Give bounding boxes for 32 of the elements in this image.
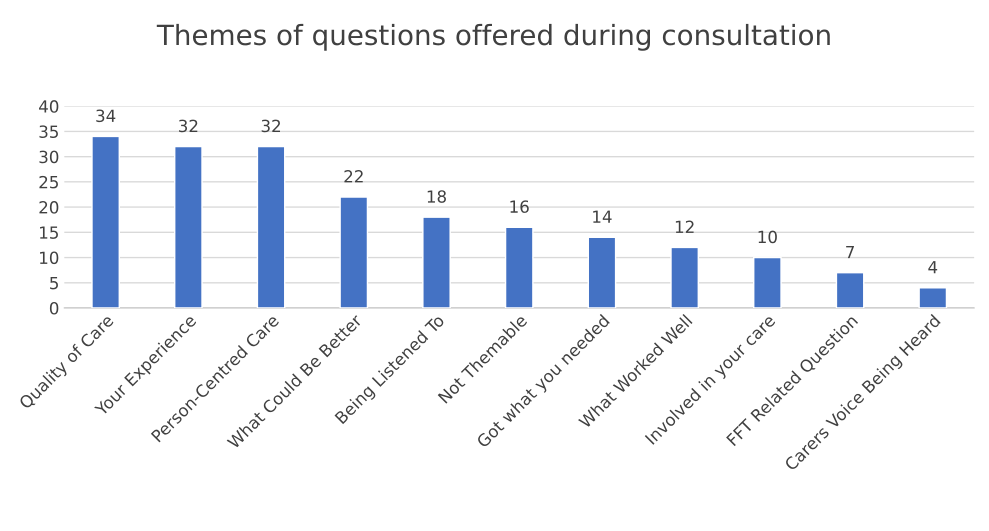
bar xyxy=(588,236,616,308)
data-label: 12 xyxy=(676,220,694,233)
data-label: 32 xyxy=(262,120,280,132)
bar xyxy=(91,136,120,308)
y-tick-label: 5 xyxy=(50,276,58,290)
data-label: 7 xyxy=(846,246,854,258)
y-tick-label: 0 xyxy=(50,302,58,315)
bar xyxy=(918,287,948,308)
data-label: 16 xyxy=(510,200,529,213)
y-tick-label: 35 xyxy=(39,125,58,138)
data-label: 14 xyxy=(593,210,612,223)
data-label: 22 xyxy=(344,170,363,182)
data-label: 4 xyxy=(928,261,938,274)
bar xyxy=(256,146,286,308)
y-tick-label: 25 xyxy=(39,176,58,188)
data-label: 32 xyxy=(179,120,198,132)
y-tick-label: 20 xyxy=(39,201,58,214)
y-tick-label: 40 xyxy=(39,100,58,113)
data-label: 18 xyxy=(428,190,446,203)
bar xyxy=(174,146,203,308)
bar xyxy=(836,272,864,308)
y-tick-label: 10 xyxy=(40,251,58,264)
bar xyxy=(753,256,782,308)
y-tick-label: 15 xyxy=(40,226,58,239)
bar xyxy=(504,226,534,308)
data-label: 10 xyxy=(758,230,777,244)
bar xyxy=(670,246,699,308)
bar xyxy=(339,196,368,308)
chart-title: Themes of questions offered during consultation xyxy=(156,24,830,51)
y-tick-label: 30 xyxy=(39,150,58,164)
data-label: 34 xyxy=(96,110,116,122)
bar xyxy=(422,216,451,308)
